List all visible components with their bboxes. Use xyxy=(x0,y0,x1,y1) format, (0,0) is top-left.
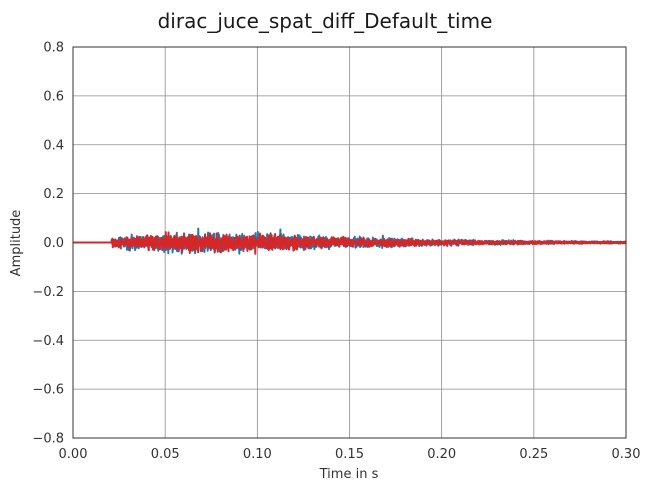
y-tick-label: 0.6 xyxy=(43,89,64,104)
x-tick-label: 0.00 xyxy=(59,447,88,462)
y-tick-label: 0.0 xyxy=(43,236,64,251)
y-tick-label: 0.4 xyxy=(43,138,64,153)
series-layer xyxy=(72,227,627,255)
x-tick-label: 0.10 xyxy=(243,447,272,462)
x-tick-label: 0.05 xyxy=(151,447,180,462)
chart-title: dirac_juce_spat_diff_Default_time xyxy=(158,9,493,33)
x-tick-label: 0.25 xyxy=(519,447,548,462)
y-tick-label: 0.2 xyxy=(43,187,64,202)
x-tick-label: 0.30 xyxy=(612,447,641,462)
y-axis-label: Amplitude xyxy=(9,210,24,277)
y-axis-ticks: −0.8 −0.6 −0.4 −0.2 0.0 0.2 0.4 0.6 0.8 xyxy=(32,41,64,447)
series-line-2 xyxy=(72,231,627,255)
plot-frame xyxy=(72,46,627,439)
x-axis-label: Time in s xyxy=(319,467,379,482)
y-tick-label: −0.2 xyxy=(32,285,64,300)
x-axis-ticks: 0.00 0.05 0.10 0.15 0.20 0.25 0.30 xyxy=(59,447,641,462)
y-tick-label: 0.8 xyxy=(43,41,64,56)
y-tick-label: −0.6 xyxy=(32,383,64,398)
x-tick-label: 0.15 xyxy=(335,447,364,462)
x-tick-label: 0.20 xyxy=(427,447,456,462)
y-tick-label: −0.4 xyxy=(32,334,64,349)
y-tick-label: −0.8 xyxy=(32,432,64,447)
